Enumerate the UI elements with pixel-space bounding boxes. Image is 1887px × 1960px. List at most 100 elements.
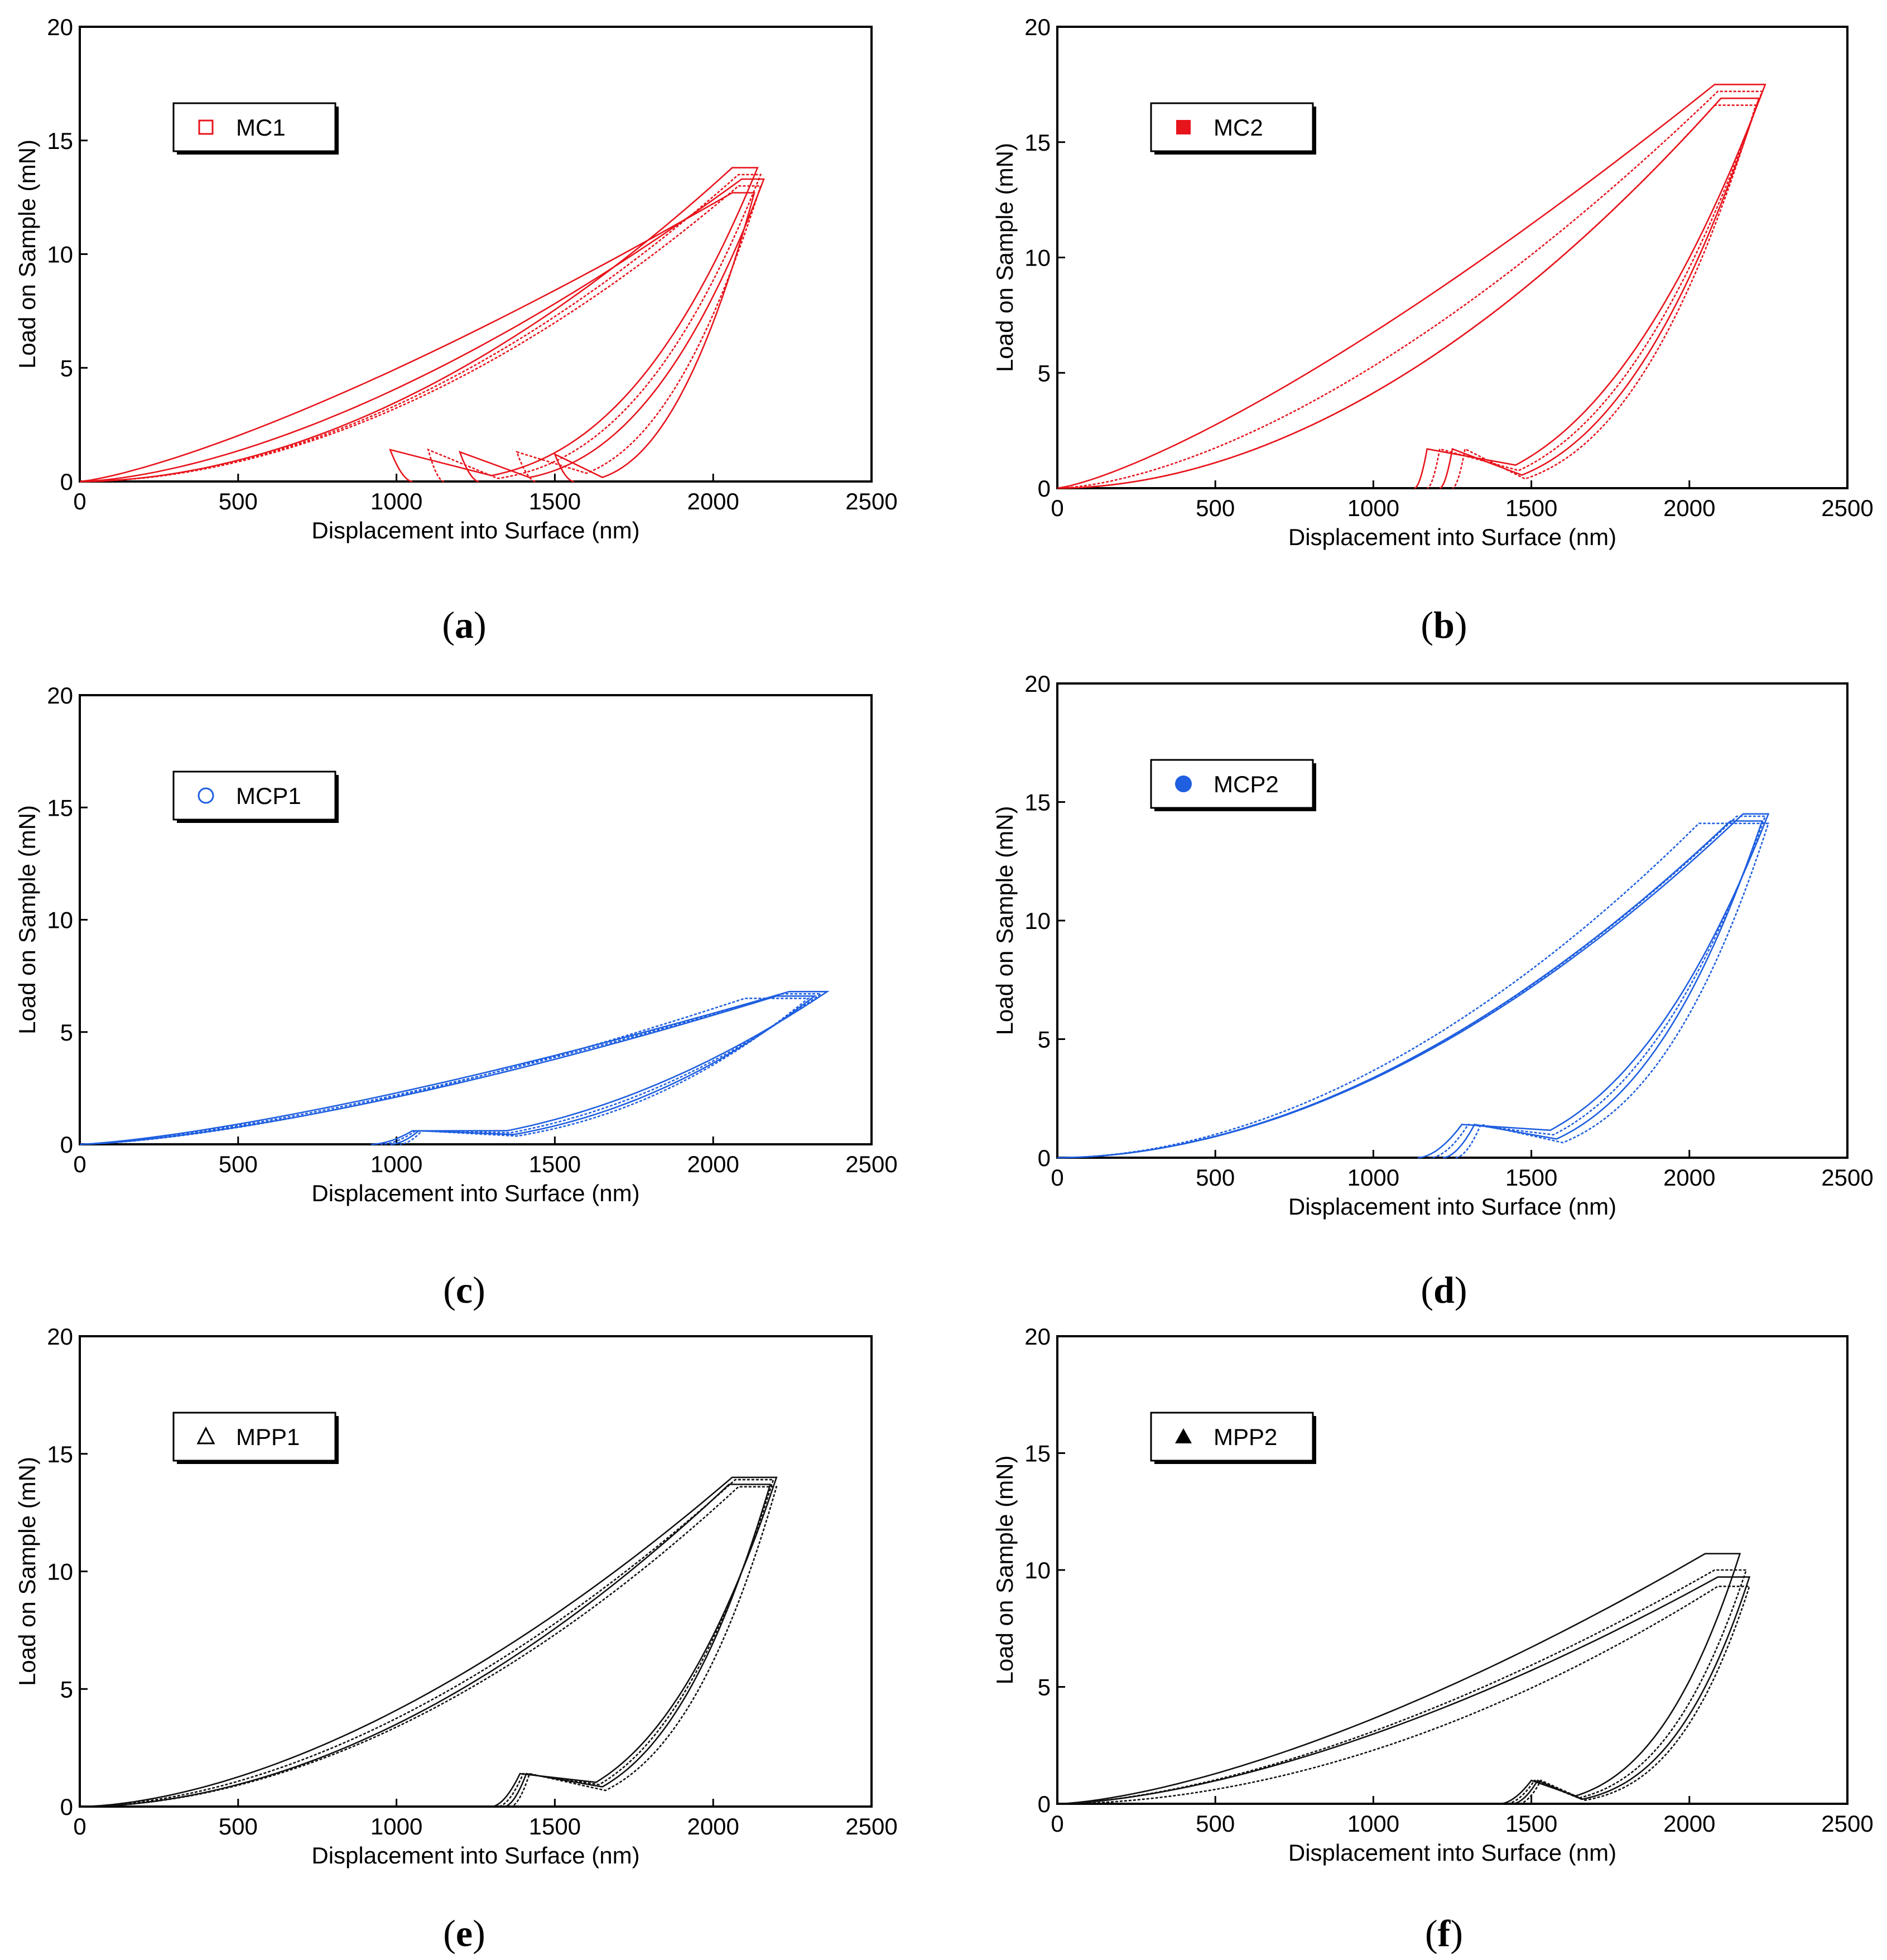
- load-displacement-curve: [1057, 104, 1757, 489]
- panel-caption: (d): [1421, 1269, 1467, 1311]
- load-displacement-curve: [79, 174, 762, 483]
- y-tick-label: 10: [47, 242, 73, 268]
- y-tick-label: 20: [47, 682, 73, 709]
- legend-label: MPP2: [1214, 1424, 1277, 1450]
- y-tick-label: 20: [1024, 671, 1051, 697]
- load-displacement-curve: [1057, 97, 1760, 489]
- x-tick-label: 2500: [1821, 495, 1873, 521]
- legend-label: MC1: [236, 114, 286, 141]
- x-tick-label: 1000: [370, 1151, 422, 1177]
- x-tick-label: 500: [219, 488, 258, 514]
- x-tick-label: 500: [1196, 495, 1235, 521]
- y-axis-label: Load on Sample (mN): [991, 143, 1018, 372]
- y-tick-label: 5: [1038, 360, 1051, 386]
- plot-frame: [1056, 1335, 1849, 1805]
- y-tick-label: 20: [1024, 1323, 1051, 1350]
- x-tick-label: 2500: [845, 488, 897, 514]
- x-tick-label: 2500: [845, 1151, 897, 1177]
- x-tick-label: 0: [1051, 1164, 1063, 1191]
- chart-panel-4: 0 500 1000 1500 2000 2500 0 5 10 15 20 Displacement…: [991, 671, 1874, 1311]
- chart-panel-6: 0 500 1000 1500 2000 2500 0 5 10 15 20 Displacement…: [991, 1323, 1874, 1954]
- legend-box: [172, 102, 336, 152]
- x-tick-label: 0: [1051, 1810, 1063, 1837]
- load-displacement-curve: [1057, 1576, 1751, 1805]
- x-axis-label: Displacement into Surface (nm): [1288, 524, 1616, 550]
- load-displacement-curve: [1057, 820, 1763, 1159]
- y-tick-label: 20: [1024, 14, 1051, 40]
- load-displacement-curve: [1057, 90, 1763, 489]
- plot-frame: [1056, 26, 1849, 489]
- panel-caption: (e): [443, 1912, 485, 1954]
- y-axis-label: Load on Sample (mN): [991, 1456, 1018, 1685]
- y-tick-label: 10: [47, 1559, 73, 1585]
- x-tick-label: 2000: [1663, 1810, 1715, 1837]
- x-tick-label: 500: [1196, 1164, 1235, 1191]
- load-displacement-curve: [79, 1486, 778, 1808]
- chart-panel-3: 0 500 1000 1500 2000 2500 0 5 10 15 20 Displacement…: [14, 682, 898, 1311]
- chart-panel-2: 0 500 1000 1500 2000 2500 0 5 10 15 20 Displacement…: [991, 14, 1874, 646]
- panel-caption: (b): [1421, 604, 1467, 646]
- y-tick-label: 0: [1038, 1791, 1051, 1817]
- y-tick-label: 10: [1024, 1557, 1051, 1583]
- panel-caption: (a): [442, 604, 486, 646]
- x-tick-label: 0: [73, 488, 86, 514]
- y-tick-label: 10: [1024, 245, 1051, 271]
- load-displacement-curve: [79, 1484, 772, 1808]
- load-displacement-curve: [1057, 84, 1766, 489]
- x-tick-label: 1000: [370, 1813, 422, 1839]
- y-tick-label: 20: [47, 14, 73, 40]
- x-tick-label: 1500: [1505, 495, 1557, 521]
- x-tick-label: 0: [73, 1151, 86, 1177]
- x-tick-label: 2000: [1663, 495, 1715, 521]
- x-tick-label: 1000: [370, 488, 422, 514]
- x-tick-label: 500: [1196, 1810, 1235, 1837]
- x-tick-label: 1500: [529, 1813, 581, 1839]
- y-tick-label: 5: [60, 355, 73, 381]
- legend-label: MC2: [1214, 114, 1263, 141]
- load-displacement-curve: [1057, 815, 1766, 1159]
- y-tick-label: 10: [1024, 908, 1051, 934]
- y-tick-label: 15: [1024, 789, 1051, 816]
- y-tick-label: 15: [47, 128, 73, 154]
- y-tick-label: 15: [47, 1441, 73, 1467]
- y-axis-label: Load on Sample (mN): [14, 139, 40, 369]
- x-axis-label: Displacement into Surface (nm): [311, 1842, 639, 1868]
- legend-marker: [198, 787, 214, 804]
- legend-marker: [196, 1426, 215, 1444]
- x-tick-label: 2000: [687, 1813, 739, 1839]
- load-displacement-curve: [79, 185, 762, 483]
- x-tick-label: 2500: [1821, 1810, 1873, 1837]
- y-tick-label: 5: [1038, 1674, 1051, 1701]
- y-tick-label: 5: [1038, 1027, 1051, 1053]
- load-displacement-curve: [79, 167, 759, 483]
- chart-panel-1: 0 500 1000 1500 2000 2500 0 5 10 15 20 Displacement…: [14, 14, 898, 646]
- y-axis-label: Load on Sample (mN): [14, 1457, 40, 1686]
- x-axis-label: Displacement into Surface (nm): [1288, 1839, 1616, 1866]
- chart-panel-5: 0 500 1000 1500 2000 2500 0 5 10 15 20 Displacement…: [14, 1323, 898, 1954]
- load-displacement-curve: [79, 993, 824, 1145]
- x-tick-label: 1500: [529, 488, 581, 514]
- y-tick-label: 20: [47, 1323, 73, 1350]
- load-displacement-curve: [79, 1476, 778, 1808]
- x-tick-label: 0: [73, 1813, 86, 1839]
- legend-label: MCP1: [236, 783, 301, 809]
- x-axis-label: Displacement into Surface (nm): [311, 1180, 639, 1206]
- load-displacement-curve: [79, 178, 765, 483]
- x-tick-label: 0: [1051, 495, 1063, 521]
- y-tick-label: 0: [60, 1794, 73, 1820]
- load-displacement-curve: [79, 998, 811, 1145]
- y-tick-label: 0: [1038, 475, 1051, 502]
- y-tick-label: 0: [60, 1131, 73, 1158]
- x-tick-label: 2000: [687, 1151, 739, 1177]
- load-displacement-curve: [1057, 1553, 1741, 1805]
- y-tick-label: 15: [47, 794, 73, 821]
- load-displacement-curve: [1057, 822, 1770, 1159]
- legend-box: [1150, 1412, 1314, 1462]
- load-displacement-curve: [79, 192, 755, 483]
- load-displacement-curve: [1057, 813, 1770, 1159]
- y-axis-label: Load on Sample (mN): [991, 806, 1018, 1036]
- legend-marker: [1176, 120, 1191, 134]
- load-displacement-curve: [79, 1479, 774, 1808]
- y-tick-label: 5: [60, 1676, 73, 1702]
- x-axis-label: Displacement into Surface (nm): [311, 517, 639, 543]
